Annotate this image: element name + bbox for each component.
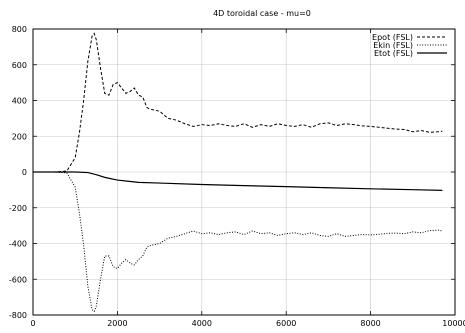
series-line-1 xyxy=(33,171,443,313)
series-layer xyxy=(33,32,443,313)
chart-title: 4D toroidal case - mu=0 xyxy=(213,9,311,18)
legend-label: Ekin (FSL) xyxy=(373,41,413,50)
series-line-2 xyxy=(33,171,443,192)
legend-label: Etot (FSL) xyxy=(374,49,413,58)
legend: Epot (FSL)Ekin (FSL)Etot (FSL) xyxy=(372,33,447,58)
y-tick-label: -200 xyxy=(9,204,27,213)
series-line-0 xyxy=(33,32,443,173)
legend-label: Epot (FSL) xyxy=(372,33,413,42)
y-tick-label: -800 xyxy=(9,311,27,320)
x-tick-label: 6000 xyxy=(276,319,296,328)
x-tick-label: 4000 xyxy=(192,319,212,328)
y-tick-label: 800 xyxy=(12,25,27,34)
grid xyxy=(32,28,456,316)
y-tick-label: -400 xyxy=(9,240,27,249)
x-tick-label: 0 xyxy=(30,319,35,328)
y-tick-label: 400 xyxy=(12,97,27,106)
x-tick-label: 8000 xyxy=(360,319,380,328)
y-tick-label: 0 xyxy=(22,168,27,177)
x-tick-label: 10000 xyxy=(442,319,465,328)
axes: 0 2000 4000 6000 8000 10000 -800 -600 -400 -200 0 2… xyxy=(9,25,465,328)
y-tick-label: -600 xyxy=(9,275,27,284)
y-tick-label: 200 xyxy=(12,132,27,141)
y-tick-label: 600 xyxy=(12,61,27,70)
x-tick-label: 2000 xyxy=(107,319,127,328)
